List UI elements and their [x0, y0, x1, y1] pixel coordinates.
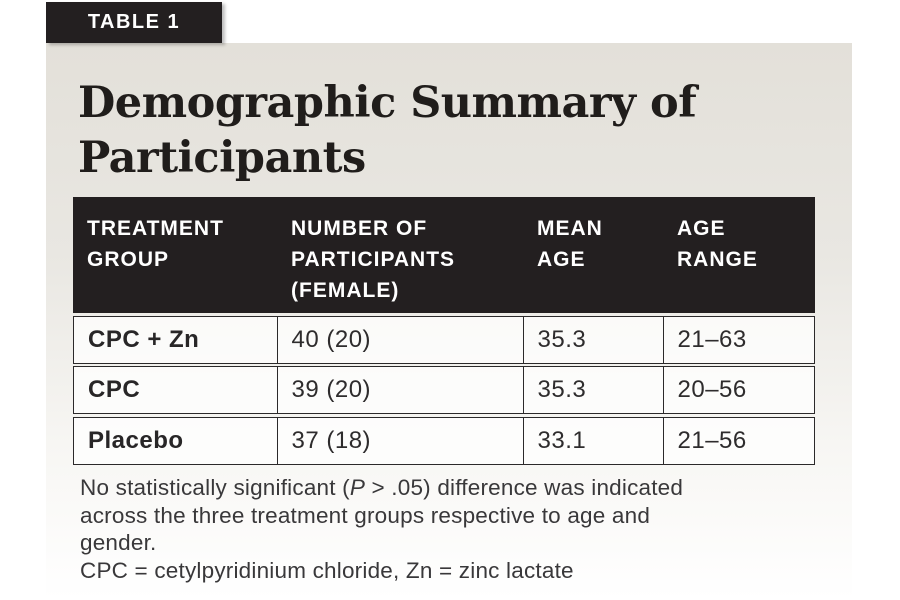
p-value-italic: P	[349, 475, 366, 500]
cell-mean-age: 35.3	[522, 367, 663, 413]
footnote-line-2: across the three treatment groups respec…	[80, 502, 651, 528]
cell-treatment-group: CPC	[88, 376, 141, 403]
table-title-line1: Demographic Summary of	[78, 78, 697, 128]
column-header-mean-age: MEAN AGE	[537, 217, 603, 271]
cell-age-range: 20–56	[662, 367, 815, 413]
cell-treatment-group: CPC + Zn	[88, 325, 200, 353]
column-header-age-range: AGE RANGE	[677, 217, 758, 271]
table-row: CPC + Zn 40 (20) 35.3 21–63	[73, 315, 815, 364]
cell-age-range: 21–63	[662, 316, 815, 363]
table-number-label: TABLE 1	[87, 11, 181, 33]
footnote-line-3: gender.	[80, 530, 157, 555]
table-title-line2: Participants	[78, 133, 366, 183]
cell-participants: 39 (20)	[276, 367, 523, 413]
table-row: CPC 39 (20) 35.3 20–56	[73, 366, 815, 414]
cell-participants: 40 (20)	[276, 316, 523, 363]
demographics-table: TREATMENT GROUP NUMBER OF PARTICIPANTS (…	[73, 197, 815, 465]
table-row: Placebo 37 (18) 33.1 21–56	[73, 416, 815, 465]
cell-mean-age: 35.3	[522, 316, 663, 363]
column-header-number-of-participants: NUMBER OF PARTICIPANTS (FEMALE)	[291, 217, 456, 302]
table-footnote: No statistically significant (P > .05) d…	[80, 474, 810, 584]
table-number-badge: TABLE 1	[46, 2, 222, 43]
footnote-line-1: No statistically significant (P > .05) d…	[80, 475, 684, 500]
column-header-treatment-group: TREATMENT GROUP	[87, 217, 224, 271]
cell-age-range: 21–56	[662, 417, 815, 464]
footnote-abbreviations: CPC = cetylpyridinium chloride, Zn = zin…	[80, 557, 574, 583]
cell-participants: 37 (18)	[276, 417, 523, 464]
cell-mean-age: 33.1	[522, 417, 663, 464]
table-title: Demographic Summary of Participants	[78, 76, 697, 186]
table-header-row: TREATMENT GROUP NUMBER OF PARTICIPANTS (…	[73, 197, 815, 313]
cell-treatment-group: Placebo	[88, 426, 184, 454]
